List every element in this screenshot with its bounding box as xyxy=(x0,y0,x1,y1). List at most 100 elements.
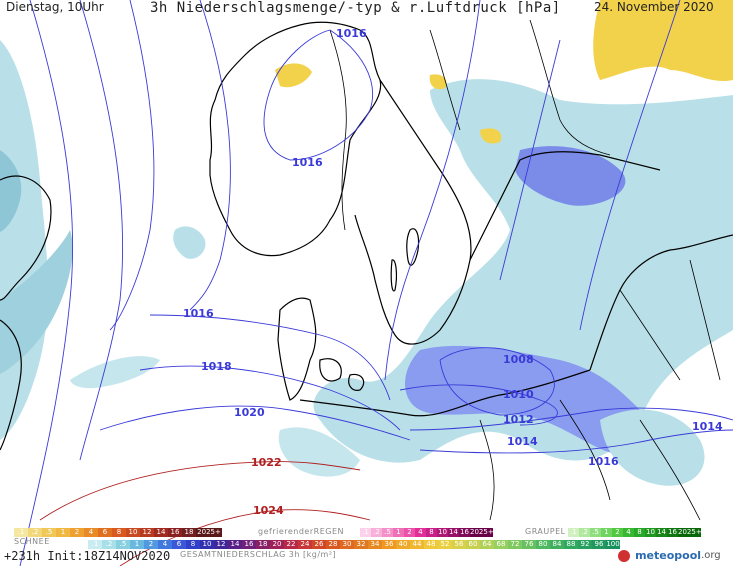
snow-area-sweden-small xyxy=(429,74,447,90)
brand-logo: meteopool.org xyxy=(618,545,721,564)
legend-swatch: .1 xyxy=(14,528,28,537)
legend-swatch: 2 xyxy=(144,540,158,549)
legend-swatch: 10 xyxy=(437,528,448,537)
isobar-line xyxy=(579,0,681,331)
legend-swatch: 14 xyxy=(154,528,168,537)
legend-swatch: 16 xyxy=(242,540,256,549)
sweden-finland-border xyxy=(429,29,461,131)
rain-area-faroe xyxy=(173,226,206,259)
legend-swatch: 44 xyxy=(410,540,424,549)
isobar-line xyxy=(39,461,361,521)
legend-swatch: 14 xyxy=(448,528,459,537)
uk-east-coast xyxy=(0,319,22,451)
legend-swatch: 28 xyxy=(326,540,340,549)
isobar-label: 1016 xyxy=(588,455,619,468)
legend-fzra-label: gefrierenderREGEN xyxy=(258,527,344,536)
finland-russia-border xyxy=(529,19,611,156)
legend-swatch: 30 xyxy=(340,540,354,549)
legend-swatch: 32 xyxy=(354,540,368,549)
header-daytime: Dienstag, 10Uhr xyxy=(6,0,104,14)
isobar-label: 1018 xyxy=(201,360,232,373)
rain-area-east xyxy=(600,409,705,486)
legend-swatch: .1 xyxy=(88,540,102,549)
legend-swatch: 16 xyxy=(667,528,678,537)
legend-swatch: 56 xyxy=(452,540,466,549)
run-info: +231h Init:18Z14NOV2020 xyxy=(4,549,171,563)
brand-suffix: .org xyxy=(701,550,721,561)
legend-swatch: 4 xyxy=(158,540,172,549)
isobar-line xyxy=(149,314,391,401)
isobar-line xyxy=(263,29,374,161)
sweden-coast xyxy=(354,79,472,345)
legend-swatch: 1 xyxy=(601,528,612,537)
isobar-labels: 1016 1016 1016 1018 1020 1022 1024 1008 … xyxy=(183,27,723,517)
legend-swatch: 16 xyxy=(459,528,470,537)
legend-swatch: 26 xyxy=(312,540,326,549)
legend-swatch: 2025+ xyxy=(470,528,493,537)
legend-swatch: 8 xyxy=(186,540,200,549)
isobar-line xyxy=(409,407,733,431)
isobar-line xyxy=(419,429,733,454)
legend-total-label: GESAMTNIEDERSCHLAG 3h [kg/m²] xyxy=(180,550,337,559)
denmark-islands xyxy=(319,358,365,391)
brand-name: meteopool xyxy=(635,549,702,562)
legend-swatch: 4 xyxy=(84,528,98,537)
legend-swatch: 10 xyxy=(645,528,656,537)
scotland-coast xyxy=(0,175,52,301)
rain-area-north-sea xyxy=(70,356,160,389)
border-layer xyxy=(329,19,721,521)
coastline-layer xyxy=(0,21,733,451)
isobar-line xyxy=(109,0,155,331)
legend-graupel: .1.2.5 1 2 4 8 10 14 16 2025+ xyxy=(568,528,701,537)
isobar-line xyxy=(499,39,561,281)
legend-swatch: 88 xyxy=(564,540,578,549)
legend-snow-label: SCHNEE xyxy=(14,537,50,546)
poland-borders xyxy=(479,399,611,521)
isobar-label: 1014 xyxy=(692,420,723,433)
isobar-label: 1016 xyxy=(336,27,367,40)
rain-area-west-core xyxy=(0,150,22,232)
legend-swatch: 2025+ xyxy=(196,528,222,537)
legend-swatch: .2 xyxy=(579,528,590,537)
legend-swatch: 10 xyxy=(200,540,214,549)
legend-swatch: 2 xyxy=(70,528,84,537)
isobar-line xyxy=(189,0,231,311)
snow-area-northeast xyxy=(593,0,733,82)
header-title: 3h Niederschlagsmenge/-typ & r.Luftdruck… xyxy=(150,0,561,16)
legend-swatch: .1 xyxy=(360,528,371,537)
norway-coast xyxy=(209,21,382,257)
germany-baltic-coast xyxy=(299,369,591,417)
gotland xyxy=(406,228,420,266)
isobar-label: 1016 xyxy=(292,156,323,169)
legend-swatch: 8 xyxy=(634,528,645,537)
baltic-states-coast xyxy=(589,234,733,371)
legend-swatch: 8 xyxy=(112,528,126,537)
isobar-line xyxy=(19,0,74,566)
legend-swatch: 14 xyxy=(228,540,242,549)
legend-swatch: 72 xyxy=(508,540,522,549)
legend-swatch: .5 xyxy=(42,528,56,537)
oland xyxy=(390,259,398,292)
legend-swatch: .2 xyxy=(28,528,42,537)
isobar-label: 1010 xyxy=(503,388,534,401)
legend-swatch: 1 xyxy=(393,528,404,537)
legend-swatch: 34 xyxy=(368,540,382,549)
legend-swatch: 18 xyxy=(256,540,270,549)
isobar-label: 1022 xyxy=(251,456,282,469)
legend-swatch: 1 xyxy=(130,540,144,549)
legend-swatch: .2 xyxy=(102,540,116,549)
header-date: 24. November 2020 xyxy=(594,0,714,14)
isobar-line xyxy=(99,405,411,441)
precipitation-layer xyxy=(0,0,733,486)
legend-swatch: 36 xyxy=(382,540,396,549)
legend-swatch: 2025+ xyxy=(678,528,701,537)
isobar-label: 1024 xyxy=(253,504,284,517)
legend-swatch: 84 xyxy=(550,540,564,549)
rain-area-baltic-core xyxy=(515,146,626,206)
east-borders xyxy=(619,259,721,521)
rain-area-west xyxy=(0,40,48,440)
legend-swatch: 16 xyxy=(168,528,182,537)
legend-swatch: 18 xyxy=(182,528,196,537)
rain-area-poland-core xyxy=(405,345,651,455)
